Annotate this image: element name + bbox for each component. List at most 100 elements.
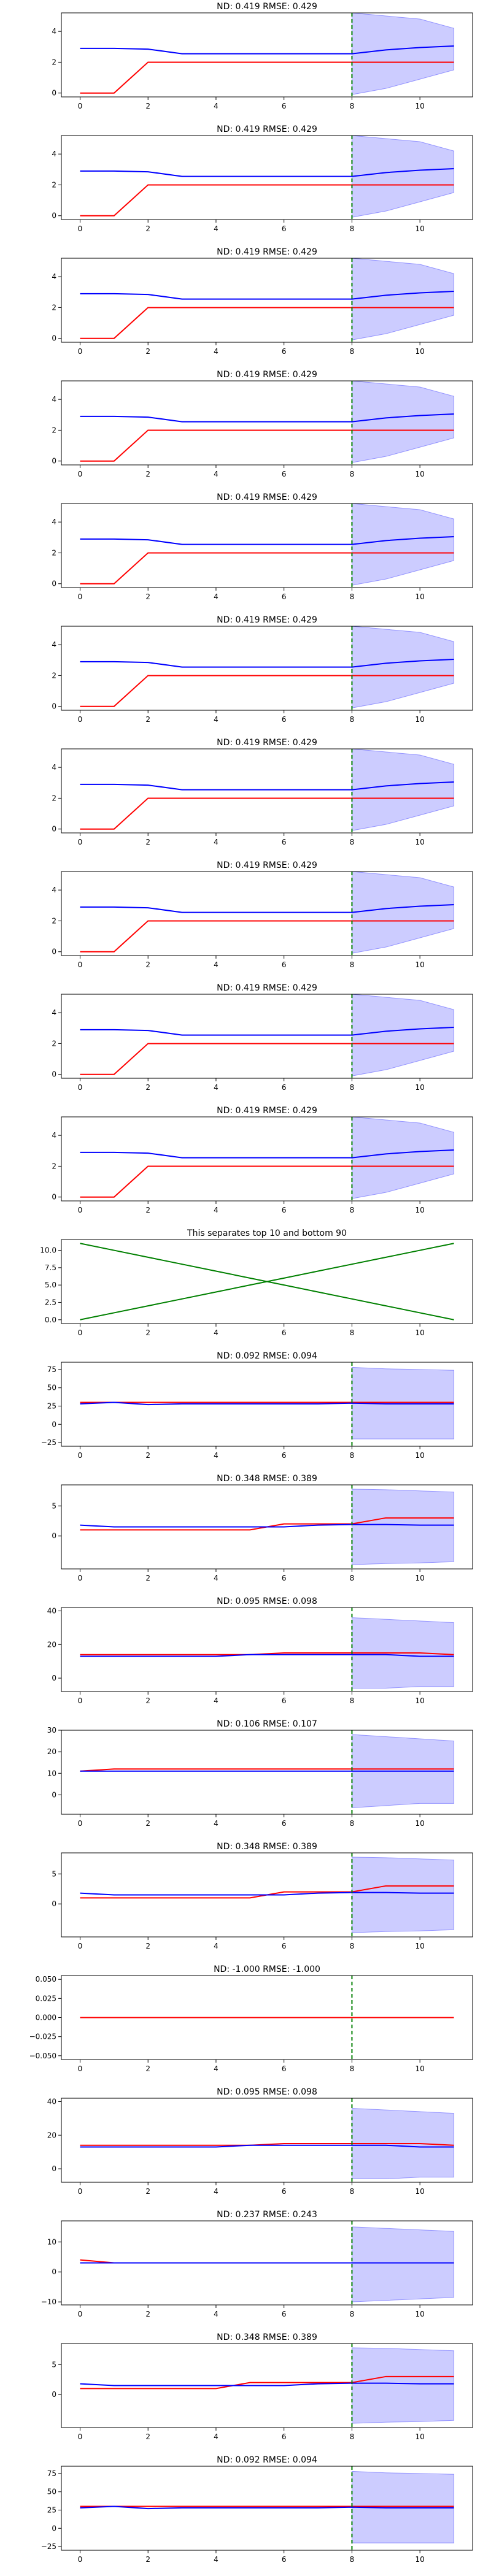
x-tick-label: 0 bbox=[78, 1696, 83, 1705]
x-tick-label: 4 bbox=[214, 1206, 218, 1214]
x-tick-label: 6 bbox=[282, 2187, 287, 2196]
y-tick-label: −10 bbox=[41, 2298, 56, 2306]
x-tick-label: 10 bbox=[416, 2555, 425, 2564]
y-tick-label: 0 bbox=[52, 2164, 56, 2173]
target-line bbox=[80, 920, 454, 953]
x-tick-label: 0 bbox=[78, 2555, 83, 2564]
y-tick-label: 10.0 bbox=[40, 1246, 56, 1255]
y-tick-label: 4 bbox=[52, 1008, 56, 1017]
x-tick-label: 2 bbox=[145, 1574, 150, 1582]
y-tick-label: 10 bbox=[47, 2237, 56, 2246]
panel-title: ND: 0.095 RMSE: 0.098 bbox=[217, 2087, 317, 2097]
panel: ND: 0.419 RMSE: 0.429 0 2 4 6 8 10 0 2 4 bbox=[52, 615, 473, 724]
confidence-band bbox=[351, 994, 455, 1076]
x-tick-label: 0 bbox=[78, 347, 83, 356]
x-tick-label: 4 bbox=[214, 347, 218, 356]
axes-frame bbox=[61, 12, 473, 98]
prediction-line bbox=[80, 1401, 454, 1406]
x-tick-label: 10 bbox=[416, 1206, 425, 1214]
x-tick-label: 2 bbox=[145, 1083, 150, 1092]
axes-frame bbox=[61, 2220, 473, 2306]
y-tick-label: 0 bbox=[52, 1790, 56, 1799]
confidence-band bbox=[351, 2226, 455, 2302]
y-tick-label: −0.025 bbox=[29, 2033, 56, 2041]
x-tick-label: 6 bbox=[282, 224, 287, 233]
x-tick-label: 2 bbox=[145, 2187, 150, 2196]
y-tick-label: 0 bbox=[52, 702, 56, 711]
axes-frame bbox=[61, 1484, 473, 1570]
panel-title: ND: 0.348 RMSE: 0.389 bbox=[217, 2333, 317, 2342]
panel: ND: 0.419 RMSE: 0.429 0 2 4 6 8 10 0 2 4 bbox=[52, 247, 473, 356]
x-tick-label: 8 bbox=[350, 1819, 355, 1828]
prediction-line bbox=[80, 781, 454, 791]
x-tick-label: 4 bbox=[214, 592, 218, 601]
prediction-line bbox=[80, 291, 454, 300]
y-tick-label: 5 bbox=[52, 2360, 56, 2369]
x-tick-label: 10 bbox=[416, 224, 425, 233]
prediction-line bbox=[80, 536, 454, 545]
confidence-band bbox=[351, 380, 455, 463]
panel-title: ND: 0.237 RMSE: 0.243 bbox=[217, 2210, 317, 2220]
x-tick-label: 0 bbox=[78, 1083, 83, 1092]
x-tick-label: 6 bbox=[282, 1696, 287, 1705]
panel-title: ND: 0.348 RMSE: 0.389 bbox=[217, 1842, 317, 1852]
y-tick-label: 2 bbox=[52, 1039, 56, 1048]
axes-frame bbox=[61, 258, 473, 343]
y-tick-label: 0 bbox=[52, 457, 56, 466]
x-tick-label: 0 bbox=[78, 1574, 83, 1582]
y-tick-label: 4 bbox=[52, 395, 56, 404]
x-tick-label: 4 bbox=[214, 1328, 218, 1337]
y-tick-label: 5.0 bbox=[45, 1281, 56, 1289]
x-tick-label: 4 bbox=[214, 1574, 218, 1582]
x-tick-label: 2 bbox=[145, 2310, 150, 2318]
axes-frame bbox=[61, 1116, 473, 1202]
x-tick-label: 8 bbox=[350, 2064, 355, 2073]
x-tick-label: 4 bbox=[214, 2064, 218, 2073]
x-tick-label: 8 bbox=[350, 2555, 355, 2564]
x-tick-label: 10 bbox=[416, 1574, 425, 1582]
x-tick-label: 8 bbox=[350, 1206, 355, 1214]
y-tick-label: 4 bbox=[52, 640, 56, 649]
y-tick-label: 0 bbox=[52, 1420, 56, 1428]
y-tick-label: 0 bbox=[52, 1070, 56, 1079]
confidence-band bbox=[351, 12, 455, 95]
target-line bbox=[80, 1165, 454, 1198]
x-tick-label: 8 bbox=[350, 2187, 355, 2196]
confidence-band bbox=[351, 2471, 455, 2543]
prediction-line bbox=[80, 1654, 454, 1657]
y-tick-label: 40 bbox=[47, 2097, 56, 2106]
x-tick-label: 2 bbox=[145, 960, 150, 969]
panel-title: ND: 0.419 RMSE: 0.429 bbox=[217, 861, 317, 870]
y-tick-label: 0 bbox=[52, 89, 56, 98]
prediction-line bbox=[80, 1149, 454, 1159]
y-tick-label: 2 bbox=[52, 1162, 56, 1170]
panel-title: This separates top 10 and bottom 90 bbox=[187, 1229, 347, 1238]
x-tick-label: 10 bbox=[416, 838, 425, 846]
y-tick-label: 2 bbox=[52, 794, 56, 802]
x-tick-label: 2 bbox=[145, 2555, 150, 2564]
x-tick-label: 0 bbox=[78, 2187, 83, 2196]
x-tick-label: 6 bbox=[282, 1451, 287, 1460]
y-tick-label: 2 bbox=[52, 671, 56, 680]
x-tick-label: 10 bbox=[416, 1819, 425, 1828]
x-tick-label: 2 bbox=[145, 592, 150, 601]
y-tick-label: 0.0 bbox=[45, 1316, 56, 1324]
axes-frame bbox=[61, 626, 473, 711]
axes-frame bbox=[61, 135, 473, 220]
x-tick-label: 10 bbox=[416, 470, 425, 478]
axes-frame bbox=[61, 994, 473, 1079]
prediction-line bbox=[80, 1892, 454, 1896]
y-tick-label: −25 bbox=[41, 1438, 56, 1447]
y-tick-label: 4 bbox=[52, 518, 56, 526]
x-tick-label: 8 bbox=[350, 2310, 355, 2318]
target-line bbox=[80, 184, 454, 217]
y-tick-label: 50 bbox=[47, 1384, 56, 1392]
y-tick-label: 2 bbox=[52, 916, 56, 925]
panel-title: ND: 0.092 RMSE: 0.094 bbox=[217, 1351, 317, 1361]
y-tick-label: 2 bbox=[52, 548, 56, 557]
x-tick-label: 8 bbox=[350, 1696, 355, 1705]
x-tick-label: 2 bbox=[145, 1206, 150, 1214]
panel: ND: 0.092 RMSE: 0.094 0 2 4 6 8 10 −25 0 25 50 75 bbox=[41, 1351, 473, 1460]
x-tick-label: 8 bbox=[350, 470, 355, 478]
